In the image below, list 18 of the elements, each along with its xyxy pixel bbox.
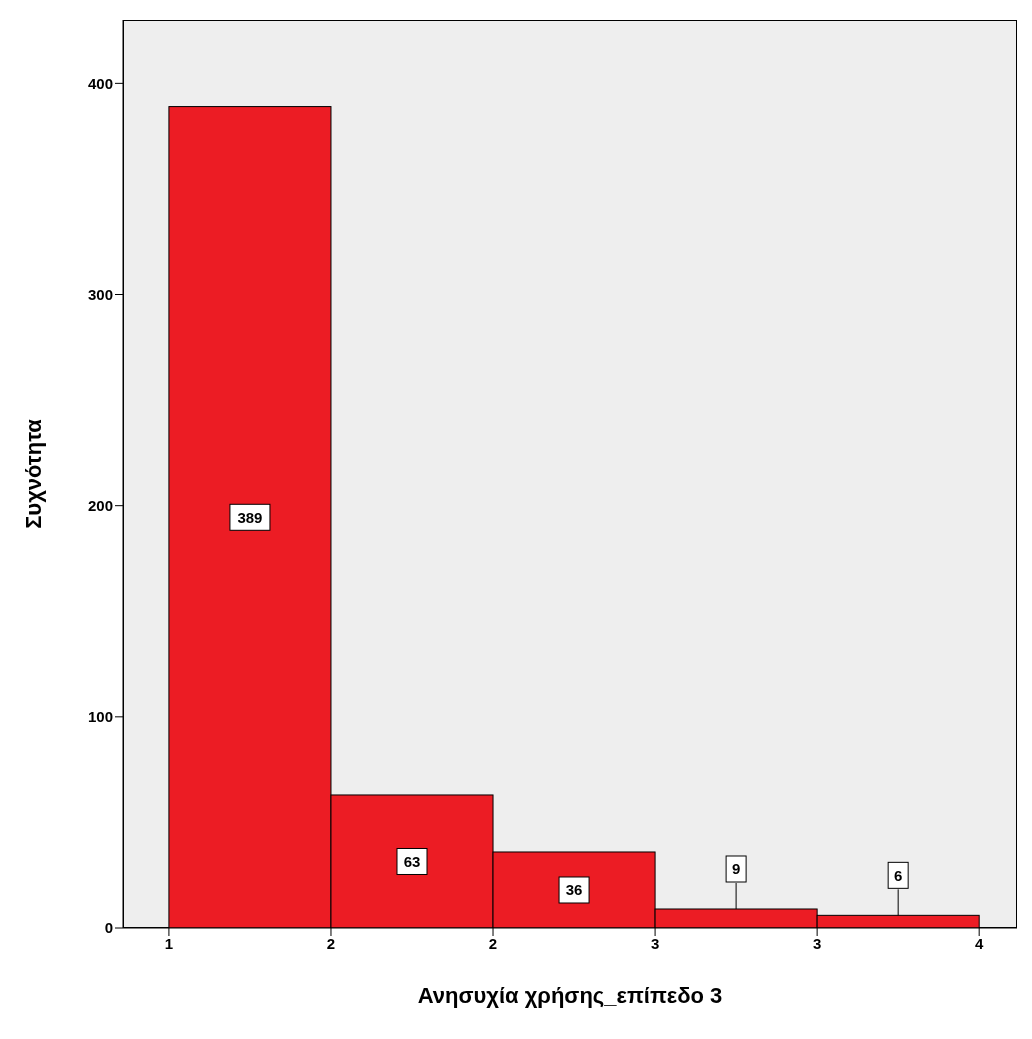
data-label: 63 bbox=[403, 852, 421, 870]
x-tick-label: 2 bbox=[326, 934, 336, 952]
y-tick-label: 300 bbox=[87, 285, 113, 303]
x-tick-label: 1 bbox=[164, 934, 174, 952]
x-tick-label: 4 bbox=[975, 934, 985, 952]
y-tick-label: 100 bbox=[87, 708, 113, 726]
x-tick-label: 3 bbox=[812, 934, 822, 952]
y-tick-label: 400 bbox=[87, 74, 113, 92]
x-axis-title: Ανησυχία χρήσης_επίπεδο 3 bbox=[417, 983, 723, 1008]
y-tick-label: 0 bbox=[104, 919, 113, 937]
x-tick-label: 2 bbox=[488, 934, 498, 952]
y-axis-title: Συχνότητα bbox=[20, 418, 46, 529]
data-label: 6 bbox=[893, 866, 903, 884]
x-tick-label: 3 bbox=[650, 934, 660, 952]
y-tick-label: 200 bbox=[87, 497, 113, 514]
data-label: 9 bbox=[731, 860, 741, 878]
data-label: 389 bbox=[237, 508, 263, 526]
data-label: 36 bbox=[565, 881, 583, 899]
